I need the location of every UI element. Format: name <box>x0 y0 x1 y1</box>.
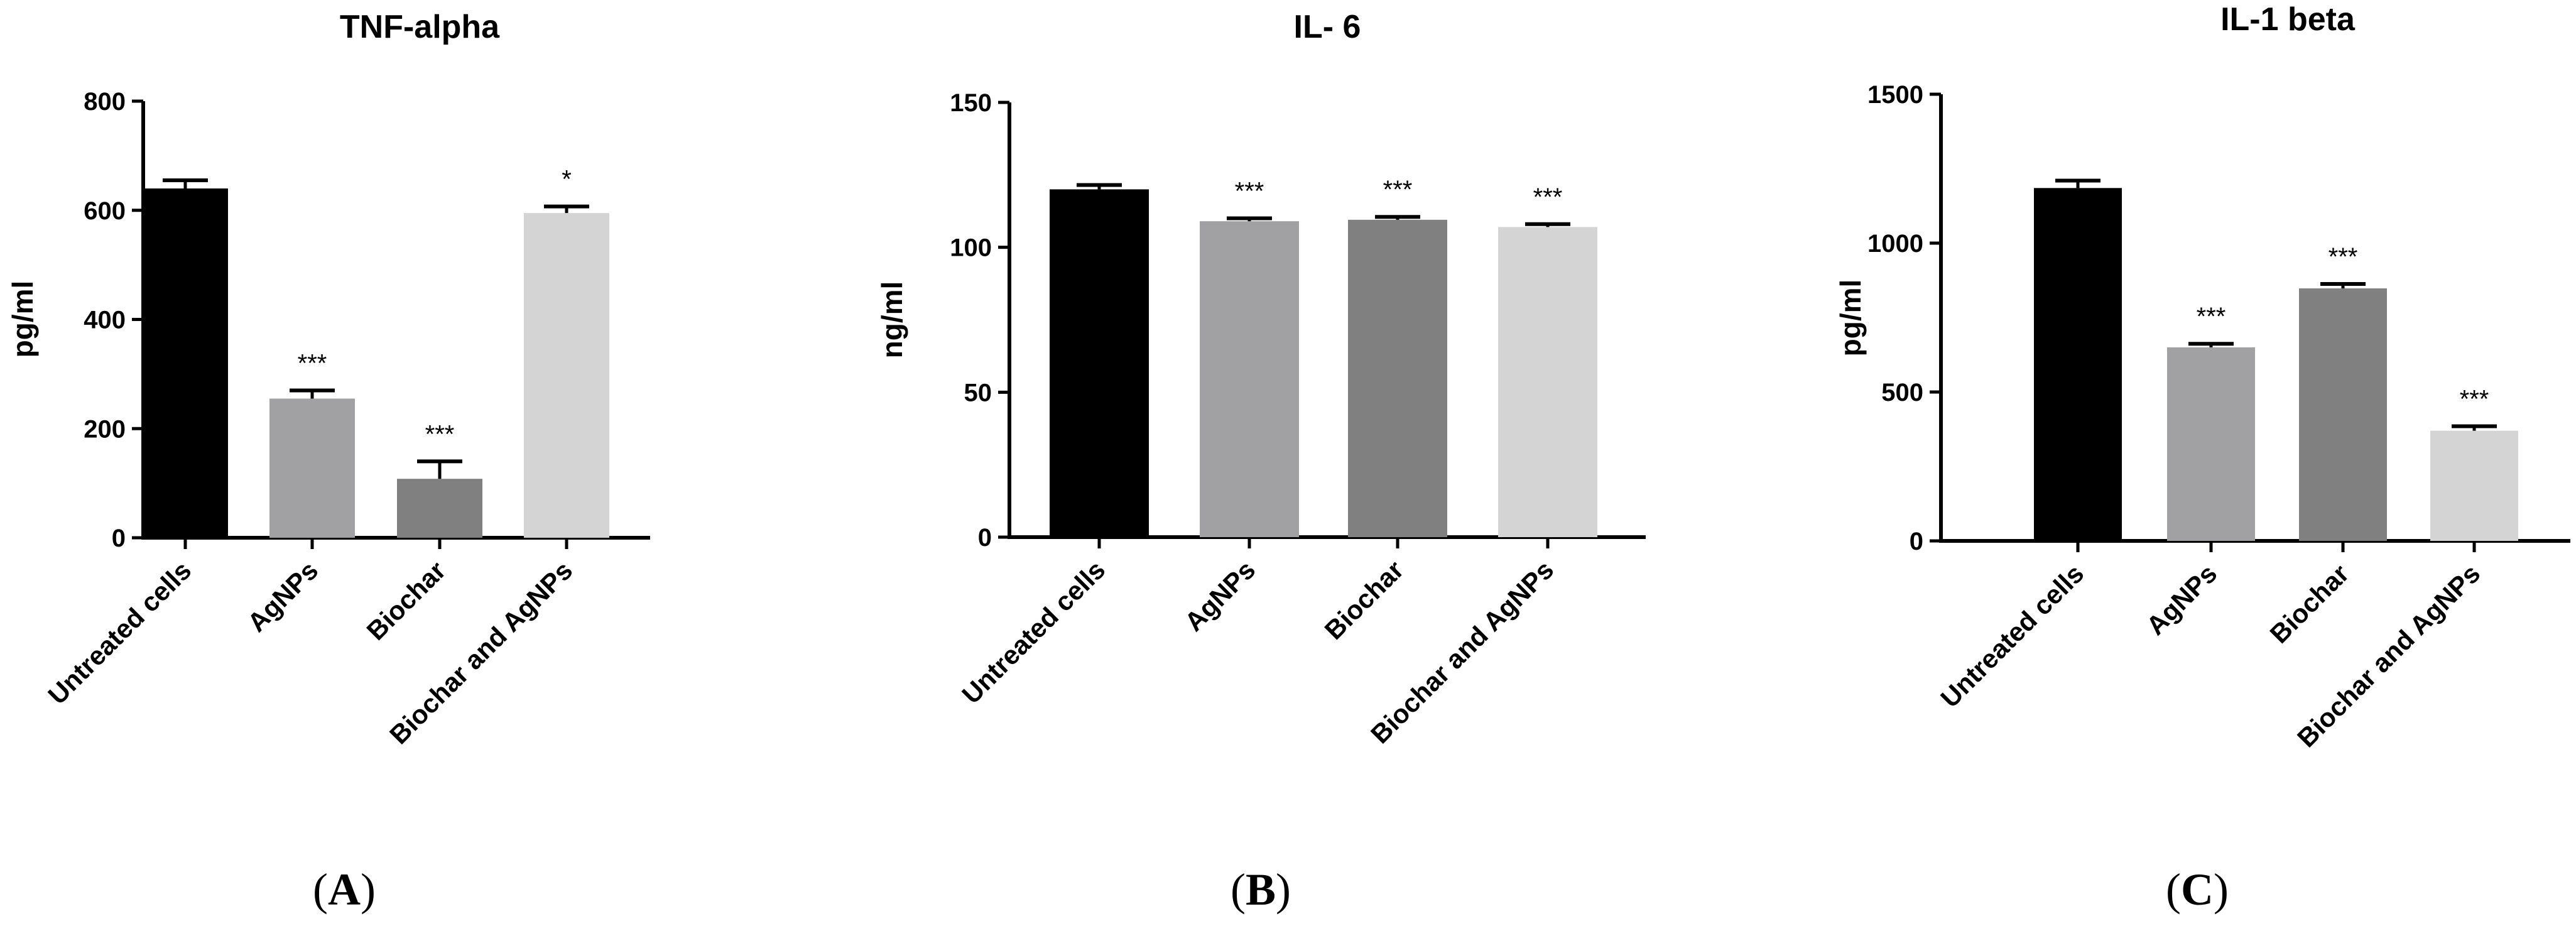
significance-marker: *** <box>2460 386 2489 413</box>
chart-panel-A: TNF-alpha pg/ml 0 200 400 600 800 Untreated cel… <box>6 9 650 915</box>
x-tick-label: AgNPs <box>2141 558 2223 641</box>
y-tick-label: 1500 <box>1867 81 1923 109</box>
y-tick-label: 800 <box>84 88 126 116</box>
bar-3 <box>397 479 482 538</box>
y-tick-label: 0 <box>978 524 992 552</box>
chart-panel-C: IL-1 beta pg/ml 0 500 1000 1500 Untreated cell… <box>1834 1 2570 915</box>
bar-3 <box>2299 288 2387 541</box>
y-tick-label: 600 <box>84 197 126 225</box>
x-tick-label: AgNPs <box>1179 555 1261 637</box>
panel-label-letter: A <box>328 864 361 915</box>
panel-label-close: ) <box>361 864 376 915</box>
panel-label-letter: B <box>1246 864 1276 915</box>
significance-marker: *** <box>1533 183 1563 211</box>
bar-4 <box>2430 430 2518 541</box>
bar-1 <box>143 188 228 538</box>
bar-4 <box>524 213 609 538</box>
x-tick-label: AgNPs <box>242 555 324 638</box>
significance-marker: *** <box>425 420 455 448</box>
x-tick-label: Biochar <box>2264 558 2355 649</box>
panel-label-close: ) <box>1276 864 1291 915</box>
significance-marker: *** <box>2329 243 2358 271</box>
panel-label-open: ( <box>313 864 328 915</box>
chart-title: IL- 6 <box>1294 9 1361 45</box>
panel-label: (A) <box>313 864 376 915</box>
bar-1 <box>2034 188 2122 541</box>
y-tick-label: 50 <box>964 379 992 406</box>
x-tick-label: Untreated cells <box>42 555 197 710</box>
significance-marker: *** <box>1235 178 1264 205</box>
y-axis-label: pg/ml <box>1834 280 1867 357</box>
bar-3 <box>1348 219 1447 537</box>
chart-title: IL-1 beta <box>2220 1 2356 38</box>
significance-marker: * <box>562 166 572 193</box>
y-axis-label: pg/ml <box>6 281 39 358</box>
panel-label-letter: C <box>2181 864 2214 915</box>
y-tick-label: 400 <box>84 307 126 334</box>
y-tick-label: 0 <box>1910 528 1923 555</box>
significance-marker: *** <box>1383 176 1413 204</box>
y-tick-label: 1000 <box>1867 230 1923 258</box>
x-tick-label: Untreated cells <box>956 555 1111 709</box>
significance-marker: *** <box>298 349 327 377</box>
significance-marker: *** <box>2197 303 2226 330</box>
panel-label: (C) <box>2166 864 2229 915</box>
bar-4 <box>1498 227 1597 537</box>
bar-2 <box>1200 221 1299 537</box>
y-tick-label: 150 <box>950 89 992 117</box>
bar-1 <box>1050 189 1149 537</box>
x-tick-label: Untreated cells <box>1935 558 2089 713</box>
y-tick-label: 500 <box>1881 379 1923 406</box>
panel-label-open: ( <box>2166 864 2181 915</box>
x-tick-label: Biochar <box>1319 555 1410 645</box>
chart-panel-B: IL- 6 ng/ml 0 50 100 150 Untreated cells *** AgN… <box>876 9 1646 915</box>
bar-2 <box>269 398 355 538</box>
chart-title: TNF-alpha <box>340 9 500 45</box>
bar-2 <box>2167 347 2255 541</box>
y-tick-label: 200 <box>84 415 126 443</box>
panel-label-open: ( <box>1231 864 1246 915</box>
panel-label: (B) <box>1231 864 1291 915</box>
y-tick-label: 0 <box>112 525 126 552</box>
y-axis-label: ng/ml <box>876 281 908 359</box>
y-tick-label: 100 <box>950 234 992 262</box>
x-tick-label: Biochar <box>361 555 452 646</box>
panel-label-close: ) <box>2214 864 2229 915</box>
